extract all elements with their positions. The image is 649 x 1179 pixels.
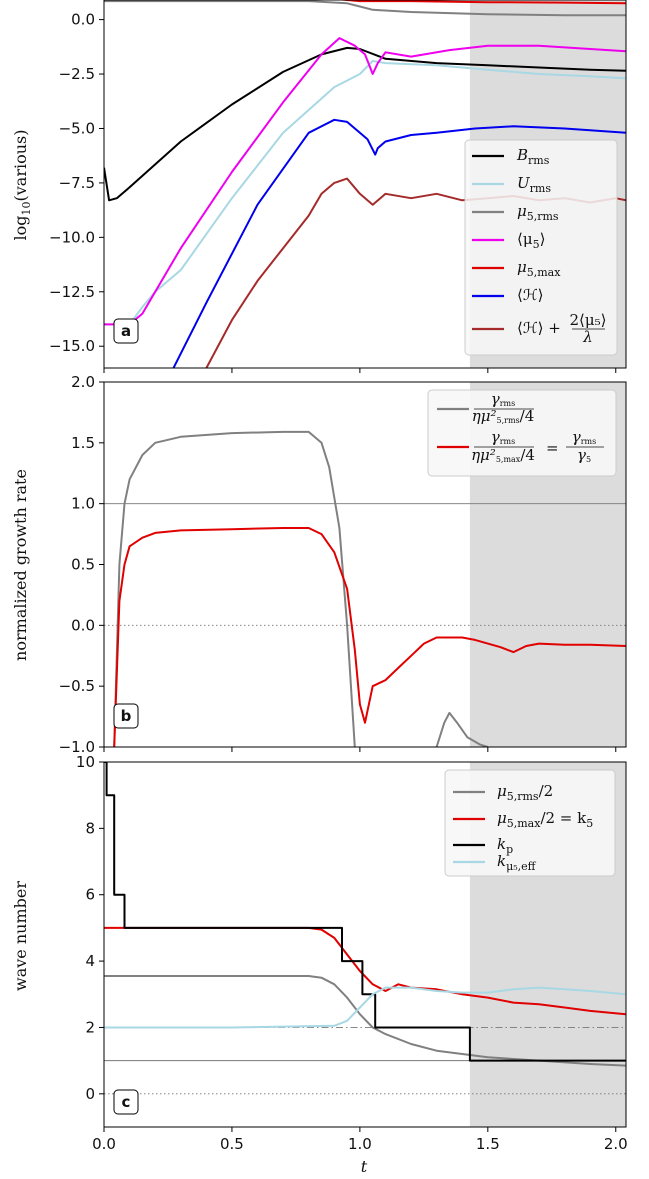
legend-a-label-brms: Brms [516, 146, 550, 167]
panel-b: 2.0 1.5 1.0 0.5 0.0 −0.5 −1.0 normalized growt… [11, 373, 627, 756]
panel-b-letter: b [121, 707, 132, 725]
series-line-c-1 [104, 926, 626, 1016]
panel-a-legend [464, 139, 618, 356]
legend-c-label-mu5max: μ5,max/2 = k5 [497, 809, 593, 830]
y-tick-label: −12.5 [49, 283, 95, 301]
panel-a-y-ticks: 0.0 −2.5 −5.0 −7.5 −10.0 −12.5 −15.0 [49, 11, 104, 355]
legend-c-label-kmu5eff: kμ₅,eff [497, 852, 537, 873]
legend-c-label-mu5rms: μ5,rms/2 [497, 782, 553, 803]
series-line-c-0 [104, 975, 626, 1067]
panel-c-series [104, 762, 626, 1067]
panel-c: 10 8 6 4 2 0 0.0 0.5 1.0 1.5 2.0 wave number t c [11, 753, 628, 1176]
x-tick-label: 1.5 [476, 1135, 500, 1153]
panel-a: 0.0 −2.5 −5.0 −7.5 −10.0 −12.5 −15.0 log10(var… [11, 0, 627, 373]
legend-b-rden: γ5 [577, 446, 591, 464]
legend-c-entries: μ5,rms/2 μ5,max/2 = k5 kp kμ₅,eff [497, 782, 593, 873]
series-line-b-0 [113, 430, 356, 747]
panel-b-legend [427, 389, 617, 477]
panel-c-y-ticks: 10 8 6 4 2 0 [76, 753, 104, 1103]
panel-c-ylabel: wave number [11, 881, 30, 991]
series-line-c-2 [104, 762, 626, 1062]
panel-b-series [113, 430, 626, 747]
series-line-a-3 [104, 37, 626, 326]
y-tick-label: 0.0 [71, 616, 95, 634]
panel-c-x-ticks: 0.0 0.5 1.0 1.5 2.0 [92, 1127, 628, 1153]
panel-c-letter-box: c [113, 1089, 139, 1115]
panel-b-reference-lines [104, 503, 626, 626]
legend-a-label-mu5rms: μ5,rms [517, 202, 559, 223]
series-line-a-1 [104, 60, 626, 326]
panel-a-ylabel: log10(various) [11, 130, 33, 241]
panel-a-frame [103, 0, 627, 369]
legend-a-entries: Brms Urms μ5,rms ⟨μ5⟩ μ5,max ⟨ℋ⟩ ⟨ℋ⟩ + 2… [516, 146, 607, 346]
y-tick-label: 2.0 [71, 373, 95, 391]
panel-a-series [104, 0, 626, 368]
legend-b-eq: = [546, 439, 559, 457]
series-line-b-2 [113, 527, 626, 747]
series-line-a-0 [104, 46, 626, 202]
y-tick-label: −0.5 [59, 677, 95, 695]
x-tick-label: 1.0 [348, 1135, 372, 1153]
panel-c-frame [103, 761, 627, 1128]
y-tick-label: 6 [85, 886, 95, 904]
series-line-a-2 [104, 0, 626, 17]
legend-a-label-mu5max: μ5,max [517, 258, 561, 279]
y-tick-label: 4 [85, 952, 95, 970]
panel-b-letter-box: b [113, 703, 139, 729]
y-tick-label: 0.5 [71, 556, 95, 574]
x-axis-label: t [361, 1157, 368, 1176]
y-tick-label: 0.0 [71, 11, 95, 29]
legend-b-rnum: γrms [572, 428, 596, 446]
legend-a-label-urms: Urms [517, 174, 551, 195]
y-tick-label: −15.0 [49, 337, 95, 355]
legend-c-label-kp: kp [497, 835, 513, 856]
y-tick-label: −5.0 [59, 119, 95, 137]
panel-c-legend [444, 769, 616, 877]
y-tick-label: −10.0 [49, 228, 95, 246]
legend-b-num1: γrms [491, 390, 515, 408]
panel-c-letter: c [122, 1093, 131, 1111]
legend-a-label-mu5mean: ⟨μ5⟩ [517, 230, 545, 251]
panel-b-y-ticks: 2.0 1.5 1.0 0.5 0.0 −0.5 −1.0 [59, 373, 104, 756]
panel-b-x-ticks [103, 747, 617, 752]
legend-b-den2: ημ²5,max/4 [471, 446, 535, 464]
legend-a-label-h-plus: ⟨ℋ⟩ + [517, 319, 561, 337]
legend-a-label-h-plus-den: λ [582, 328, 593, 346]
y-tick-label: −7.5 [59, 174, 95, 192]
series-line-a-5 [172, 118, 626, 368]
x-tick-label: 0.0 [92, 1135, 116, 1153]
panel-a-letter: a [121, 322, 131, 340]
series-line-a-4 [335, 0, 626, 5]
legend-a-label-h: ⟨ℋ⟩ [517, 286, 544, 304]
x-tick-label: 2.0 [604, 1135, 628, 1153]
y-tick-label: 1.5 [71, 434, 95, 452]
legend-b-den1: ημ²5,rms/4 [472, 407, 535, 425]
x-tick-label: 0.5 [220, 1135, 244, 1153]
y-tick-label: −2.5 [59, 65, 95, 83]
panel-a-x-ticks [103, 368, 617, 373]
series-line-c-3 [104, 986, 626, 1029]
panel-b-ylabel: normalized growth rate [11, 469, 30, 661]
y-tick-label: 2 [85, 1018, 95, 1036]
y-tick-label: 1.0 [71, 495, 95, 513]
series-line-b-1 [435, 711, 489, 747]
y-tick-label: 0 [85, 1085, 95, 1103]
y-tick-label: 8 [85, 819, 95, 837]
legend-b-num2: γrms [491, 428, 515, 446]
legend-b-entries: γrms ημ²5,rms/4 γrms ημ²5,max/4 = γrms γ… [471, 390, 604, 464]
panel-a-letter-box: a [113, 318, 139, 344]
legend-a-label-h-plus-num: 2⟨μ₅⟩ [569, 311, 606, 329]
y-tick-label: 10 [76, 753, 95, 771]
y-tick-label: −1.0 [59, 738, 95, 756]
